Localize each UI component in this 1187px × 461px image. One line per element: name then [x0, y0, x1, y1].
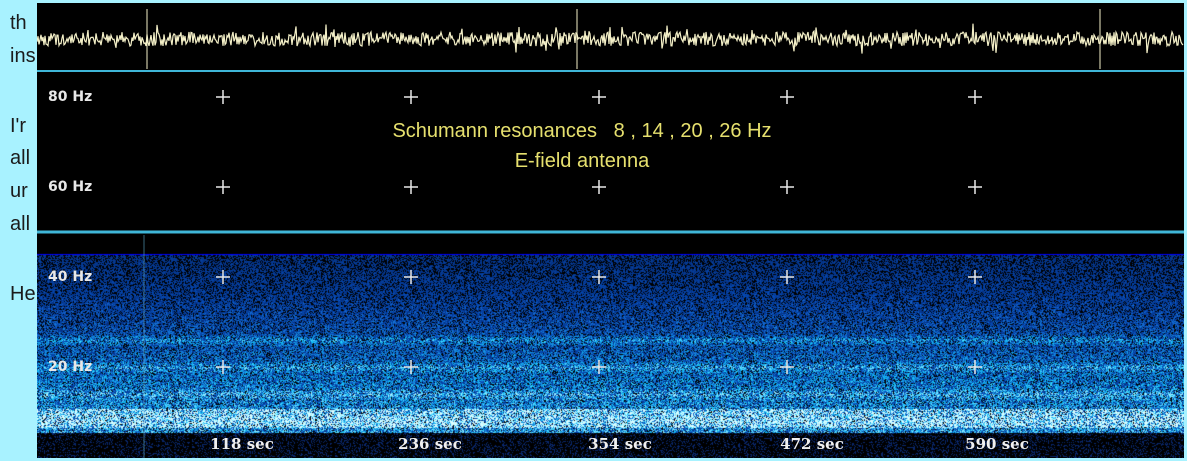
waveform-trace — [37, 23, 1184, 54]
page-text-fragment: all — [10, 147, 31, 169]
page-text-fragment: ins — [10, 45, 36, 67]
page-text-fragment: th — [10, 12, 27, 34]
chart-title: Schumann resonances 8 , 14 , 20 , 26 Hz — [392, 120, 772, 142]
x-tick-label-118s: 118 sec — [210, 435, 274, 453]
y-tick-label-60hz: 60 Hz — [48, 179, 93, 195]
x-tick-label-236s: 236 sec — [398, 435, 462, 453]
x-tick-label-590s: 590 sec — [965, 435, 1029, 453]
page-text-fragment: He — [10, 283, 36, 305]
page-text-fragment: all — [10, 213, 31, 235]
page-text-fragment: ur — [10, 180, 28, 202]
x-tick-label-354s: 354 sec — [588, 435, 652, 453]
y-tick-label-80hz: 80 Hz — [48, 89, 93, 105]
spectrogram-viewer: 80 Hz 60 Hz 40 Hz 20 Hz 118 sec 236 sec … — [37, 3, 1184, 458]
page-text-fragment: I'r — [10, 115, 27, 137]
y-tick-label-40hz: 40 Hz — [48, 269, 93, 285]
x-tick-label-472s: 472 sec — [780, 435, 844, 453]
chart-subtitle: E-field antenna — [514, 150, 650, 172]
y-tick-label-20hz: 20 Hz — [48, 359, 93, 375]
spectrogram-overlay — [37, 9, 1184, 458]
